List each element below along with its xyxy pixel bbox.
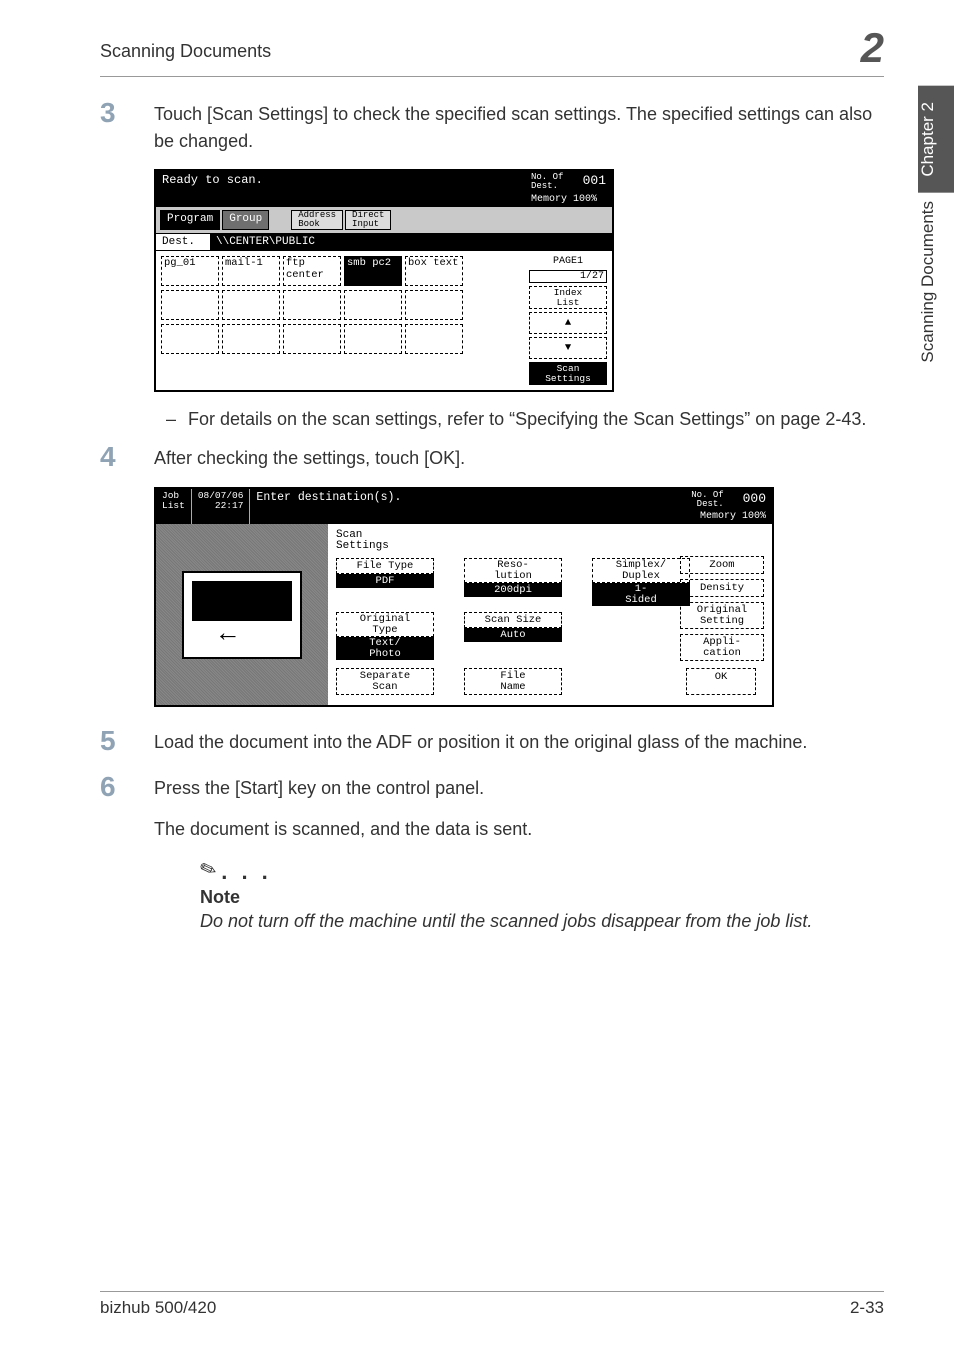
lcd2-datetime: 08/07/06 22:17 (192, 489, 251, 524)
lcd2-destcount-label: No. Of Dest. (691, 491, 723, 509)
lcd1-memory: Memory 100% (531, 194, 597, 205)
lcd1-up-arrow[interactable]: ▲ (529, 312, 607, 334)
note-dots: . . . (221, 859, 272, 884)
lcd1-cell-empty[interactable] (283, 324, 341, 354)
lcd1-index-button[interactable]: Index List (529, 286, 607, 309)
lcd2-filename-button[interactable]: File Name (464, 668, 562, 695)
lcd1-cell-empty[interactable] (222, 324, 280, 354)
lcd2-density-button[interactable]: Density (680, 579, 764, 597)
lcd1-cell[interactable]: pg_01 (161, 256, 219, 286)
note-label: Note (200, 887, 884, 908)
scanner-icon: ← (182, 571, 302, 659)
step-6-follow: The document is scanned, and the data is… (154, 816, 532, 843)
step-3-number: 3 (100, 97, 154, 155)
lcd1-cell-empty[interactable] (405, 324, 463, 354)
side-tab: Chapter 2 Scanning Documents (918, 86, 954, 426)
lcd1-tab-program[interactable]: Program (160, 210, 220, 230)
lcd2-origsetting-button[interactable]: Original Setting (680, 602, 764, 629)
header-section: Scanning Documents (100, 41, 271, 62)
lcd2-duplex-label[interactable]: Simplex/ Duplex (592, 558, 690, 583)
side-tab-title: Scanning Documents (918, 193, 954, 385)
lcd1-cell[interactable]: mail-1 (222, 256, 280, 286)
lcd1-cell-empty[interactable] (405, 290, 463, 320)
lcd1-cell-empty[interactable] (344, 290, 402, 320)
lcd1-dest-value: \\CENTER\PUBLIC (210, 234, 612, 250)
lcd2-memory: Memory 100% (700, 511, 766, 522)
step-3-text: Touch [Scan Settings] to check the speci… (154, 97, 884, 155)
lcd2-heading: Scan Settings (336, 530, 764, 552)
lcd2-joblist[interactable]: Job List (156, 489, 192, 524)
footer-right: 2-33 (850, 1298, 884, 1318)
lcd2-filetype-value: PDF (336, 574, 434, 588)
step-3-sub: For details on the scan settings, refer … (188, 406, 866, 433)
lcd1-pagecount: 1/27 (529, 270, 607, 283)
lcd2-duplex-value: 1- Sided (592, 583, 690, 606)
lcd1-page: PAGE1 (529, 256, 607, 267)
lcd1-cell[interactable]: box text (405, 256, 463, 286)
lcd2-size-label[interactable]: Scan Size (464, 612, 562, 628)
lcd-panel-1: Ready to scan. No. Of Dest. 001 Memory 1… (154, 169, 614, 392)
lcd2-filetype-label[interactable]: File Type (336, 558, 434, 574)
lcd1-tab-group[interactable]: Group (222, 210, 269, 230)
step-6-text: Press the [Start] key on the control pan… (154, 775, 532, 802)
pencil-icon: ✎ (196, 855, 220, 884)
lcd1-cell-empty[interactable] (161, 290, 219, 320)
lcd1-scan-settings-button[interactable]: Scan Settings (529, 362, 607, 385)
lcd2-size-value: Auto (464, 628, 562, 642)
step-4-text: After checking the settings, touch [OK]. (154, 441, 465, 473)
lcd2-destcount: 000 (743, 491, 766, 506)
lcd1-tab-address[interactable]: Address Book (291, 210, 343, 230)
lcd1-cell-selected[interactable]: smb pc2 (344, 256, 402, 286)
lcd2-application-button[interactable]: Appli- cation (680, 634, 764, 661)
lcd2-reso-value: 200dpi (464, 583, 562, 597)
footer-left: bizhub 500/420 (100, 1298, 216, 1318)
lcd2-ok-button[interactable]: OK (686, 668, 756, 695)
lcd1-cell-empty[interactable] (344, 324, 402, 354)
step-5-number: 5 (100, 725, 154, 757)
lcd1-destcount-label: No. Of Dest. (531, 173, 563, 191)
lcd2-zoom-button[interactable]: Zoom (680, 556, 764, 574)
lcd2-orig-value: Text/ Photo (336, 637, 434, 660)
chapter-big-number: 2 (861, 24, 884, 72)
lcd1-destcount: 001 (583, 173, 606, 188)
lcd2-orig-label[interactable]: Original Type (336, 612, 434, 637)
step-6-number: 6 (100, 771, 154, 843)
lcd2-reso-label[interactable]: Reso- lution (464, 558, 562, 583)
bullet-dash: – (154, 406, 188, 433)
step-4-number: 4 (100, 441, 154, 473)
lcd1-down-arrow[interactable]: ▼ (529, 337, 607, 359)
lcd1-cell-empty[interactable] (161, 324, 219, 354)
lcd1-cell-empty[interactable] (283, 290, 341, 320)
step-5-text: Load the document into the ADF or positi… (154, 725, 807, 757)
note-body: Do not turn off the machine until the sc… (200, 908, 884, 935)
lcd2-separate-button[interactable]: Separate Scan (336, 668, 434, 695)
lcd1-cell-empty[interactable] (222, 290, 280, 320)
side-tab-chapter: Chapter 2 (918, 86, 954, 193)
lcd2-title: Enter destination(s). (250, 489, 685, 524)
lcd1-status: Ready to scan. (162, 173, 263, 205)
lcd-panel-2: Job List 08/07/06 22:17 Enter destinatio… (154, 487, 774, 707)
lcd1-tab-direct[interactable]: Direct Input (345, 210, 391, 230)
lcd1-cell[interactable]: ftp center (283, 256, 341, 286)
lcd1-dest-label: Dest. (156, 234, 210, 250)
